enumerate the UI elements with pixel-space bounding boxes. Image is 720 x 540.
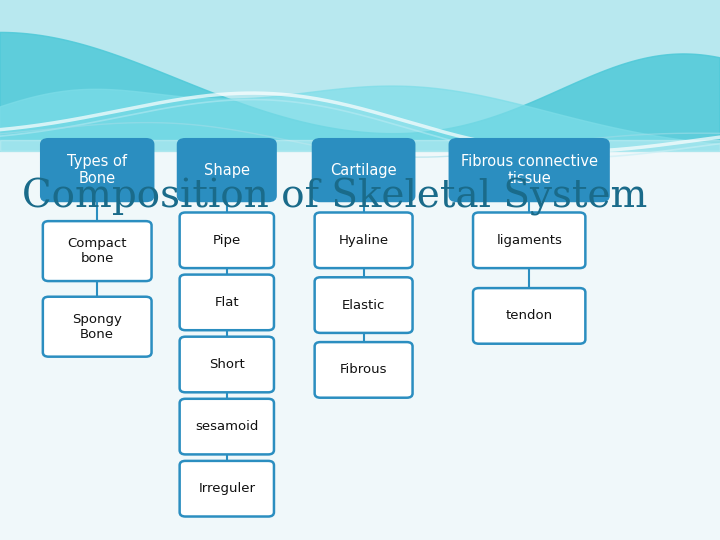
Text: Short: Short: [209, 358, 245, 371]
FancyBboxPatch shape: [177, 138, 277, 202]
Text: Hyaline: Hyaline: [338, 234, 389, 247]
Text: Cartilage: Cartilage: [330, 163, 397, 178]
Text: ligaments: ligaments: [496, 234, 562, 247]
Text: Fibrous: Fibrous: [340, 363, 387, 376]
Text: tendon: tendon: [505, 309, 553, 322]
Text: Flat: Flat: [215, 296, 239, 309]
FancyBboxPatch shape: [43, 297, 152, 356]
FancyBboxPatch shape: [180, 275, 274, 330]
FancyBboxPatch shape: [180, 337, 274, 392]
FancyBboxPatch shape: [180, 461, 274, 516]
FancyBboxPatch shape: [315, 278, 413, 333]
Text: Elastic: Elastic: [342, 299, 385, 312]
FancyBboxPatch shape: [473, 288, 585, 344]
Text: Compact
bone: Compact bone: [68, 237, 127, 265]
Text: Irreguler: Irreguler: [198, 482, 256, 495]
Text: Spongy
Bone: Spongy Bone: [72, 313, 122, 341]
FancyBboxPatch shape: [315, 212, 413, 268]
FancyBboxPatch shape: [473, 212, 585, 268]
FancyBboxPatch shape: [449, 138, 610, 202]
Text: sesamoid: sesamoid: [195, 420, 258, 433]
FancyBboxPatch shape: [43, 221, 152, 281]
FancyBboxPatch shape: [312, 138, 415, 202]
Text: Fibrous connective
tissue: Fibrous connective tissue: [461, 154, 598, 186]
FancyBboxPatch shape: [40, 138, 155, 202]
FancyBboxPatch shape: [315, 342, 413, 397]
Text: Types of
Bone: Types of Bone: [67, 154, 127, 186]
Text: Pipe: Pipe: [212, 234, 241, 247]
Text: Shape: Shape: [204, 163, 250, 178]
Text: Composition of Skeletal System: Composition of Skeletal System: [22, 178, 647, 216]
FancyBboxPatch shape: [180, 399, 274, 455]
FancyBboxPatch shape: [180, 212, 274, 268]
